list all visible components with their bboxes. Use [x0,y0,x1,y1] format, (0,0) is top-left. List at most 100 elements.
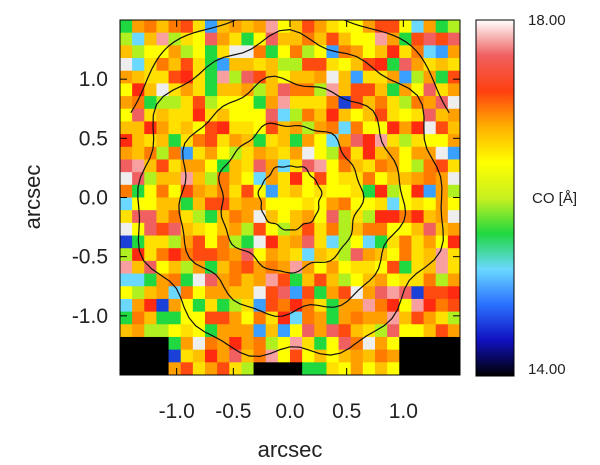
heatmap-cell [362,20,376,34]
heatmap-cell [265,45,279,59]
heatmap-cell [326,20,340,34]
heatmap-cell [144,96,158,110]
heatmap-cell [326,184,340,199]
heatmap-cell [277,172,291,186]
heatmap-cell [350,83,364,97]
heatmap-cell [399,20,413,34]
heatmap-cell [144,324,158,338]
heatmap-cell [277,83,291,97]
heatmap-cell [253,83,267,97]
colorbar-min-label: 14.00 [528,361,566,378]
heatmap-cell [326,45,340,59]
heatmap-cell [362,336,376,351]
heatmap-cell [290,83,303,97]
heatmap-cell [447,210,460,224]
heatmap-cell [241,222,255,237]
y-axis-label: arcsec [20,165,45,230]
heatmap-cell [217,83,230,97]
heatmap-cell [253,58,267,72]
heatmap-cell [144,349,158,363]
heatmap-cell [277,235,291,249]
heatmap-cell [350,58,364,72]
heatmap-cell [411,197,425,211]
heatmap-cell [168,146,182,161]
heatmap-cell [375,298,388,313]
heatmap-cell [411,172,425,186]
heatmap-cell [435,222,449,237]
heatmap-cell [423,32,437,46]
heatmap-cell [302,70,315,84]
heatmap-cell [205,349,218,363]
heatmap-cell [435,159,449,173]
heatmap-cell [350,108,364,123]
heatmap-cell [217,134,230,148]
heatmap-cell [120,20,133,34]
heatmap-cell [338,108,352,123]
heatmap-cell [144,286,158,300]
heatmap-cell [229,222,243,237]
heatmap-cell [399,45,413,59]
heatmap-cell [217,235,230,249]
heatmap-cell [411,70,425,84]
heatmap-cell [241,286,255,300]
heatmap-cell [205,248,218,262]
heatmap-cell [435,32,449,46]
heatmap-cell [338,197,352,211]
heatmap-cell [290,184,303,199]
heatmap-cell [302,134,315,148]
heatmap-cell [192,273,206,287]
heatmap-cell [447,172,460,186]
y-tick-label: 0.0 [79,187,108,210]
heatmap-cell [314,349,328,363]
heatmap-cell [180,108,194,123]
heatmap-cell [277,20,291,34]
heatmap-cell [156,70,170,84]
heatmap-cell [156,184,170,199]
heatmap-cell [399,70,413,84]
heatmap-cell [387,146,400,161]
heatmap-cell [132,108,145,123]
heatmap-cell [180,298,194,313]
heatmap-cell [350,349,364,363]
heatmap-cell [447,32,460,46]
heatmap-cell [314,210,328,224]
heatmap-cell [435,273,449,287]
heatmap-cell [265,286,279,300]
heatmap-cell [435,172,449,186]
heatmap-cell [290,45,303,59]
heatmap-cell [362,45,376,59]
heatmap-cell [156,349,170,363]
heatmap-cell [168,197,182,211]
heatmap-cell [156,32,170,46]
heatmap-cell [314,32,328,46]
heatmap-cell [447,235,460,249]
heatmap-cell [192,83,206,97]
heatmap-cell [120,222,133,237]
heatmap-cell [387,32,400,46]
heatmap-cell [156,286,170,300]
heatmap-cell [338,324,352,338]
heatmap-cell [375,184,388,199]
heatmap-cell [253,184,267,199]
heatmap-cell [277,159,291,173]
heatmap-cell [156,134,170,148]
heatmap-cell [447,362,460,375]
heatmap-cell [120,286,133,300]
heatmap-cell [338,235,352,249]
heatmap-cell [290,311,303,325]
heatmap-cell [375,108,388,123]
heatmap-cell [217,172,230,186]
heatmap-cell [290,273,303,287]
heatmap-cell [435,286,449,300]
heatmap-cell [399,108,413,123]
heatmap-cell [423,362,437,375]
heatmap-cell [180,172,194,186]
heatmap-cell [375,286,388,300]
heatmap-cell [435,70,449,84]
heatmap-cell [302,286,315,300]
heatmap-cell [423,121,437,135]
heatmap-cell [120,349,133,363]
heatmap-cell [399,32,413,46]
heatmap-cell [192,222,206,237]
x-tick-label: -0.5 [215,400,251,423]
